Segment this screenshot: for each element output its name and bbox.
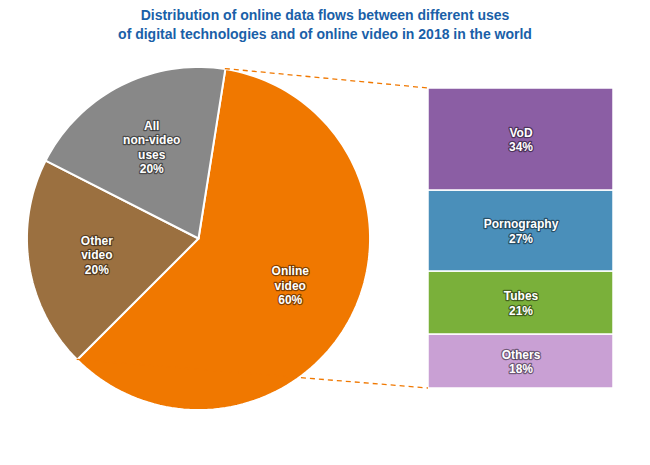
svg-text:Tubes21%: Tubes21%	[504, 289, 539, 317]
svg-text:Onlinevideo60%: Onlinevideo60%	[272, 264, 310, 307]
html-text:Distribution of online data fl: Distribution of online data flows betwee…	[118, 7, 532, 42]
svg-text:Others18%: Others18%	[502, 348, 541, 376]
svg-text:Othervideo20%: Othervideo20%	[81, 234, 113, 277]
svg-text:Pornography27%: Pornography27%	[484, 217, 559, 245]
svg-text:VoD34%: VoD34%	[509, 126, 533, 154]
svg-text:Allnon-videouses20%: Allnon-videouses20%	[123, 119, 180, 176]
